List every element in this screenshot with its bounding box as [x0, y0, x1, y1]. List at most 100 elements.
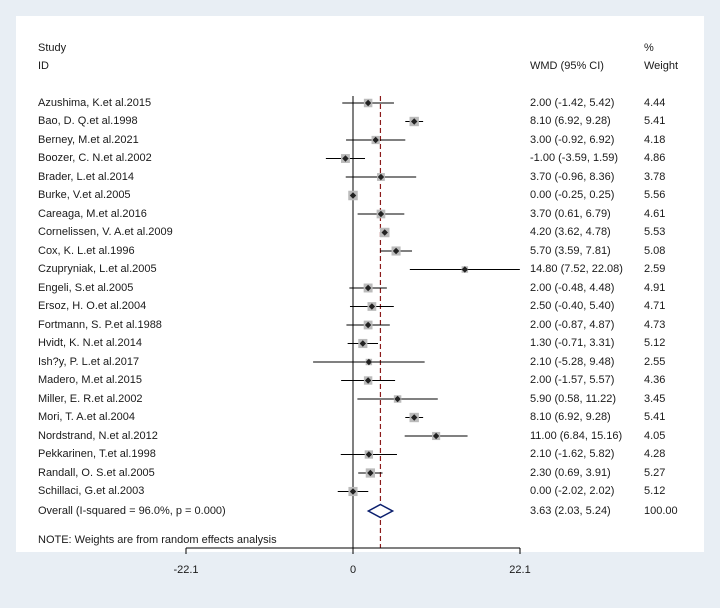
study-weight-text: 3.45 [644, 392, 666, 405]
study-ci-text: 0.00 (-0.25, 0.25) [530, 189, 615, 201]
study-label: Bao, D. Q.et al.1998 [38, 115, 138, 127]
study-point-estimate [367, 469, 374, 477]
study-weight-text: 5.12 [644, 485, 666, 497]
study-ci-text: 2.10 (-5.28, 9.48) [530, 355, 615, 368]
study-weight-text: 4.71 [644, 300, 666, 312]
study-point-estimate [381, 229, 388, 236]
study-point-estimate [411, 414, 418, 421]
study-point-estimate [364, 99, 372, 107]
study-weight-text: 4.73 [644, 318, 666, 331]
study-point-estimate [364, 284, 372, 292]
study-point-estimate [364, 377, 372, 384]
study-ci-text: 3.00 (-0.92, 6.92) [530, 133, 615, 146]
study-ci-text: 3.70 (-0.96, 8.36) [530, 170, 615, 183]
study-ci-text: 1.30 (-0.71, 3.31) [530, 337, 615, 349]
study-point-estimate [364, 321, 372, 329]
study-label: Madero, M.et al.2015 [38, 374, 142, 386]
study-point-estimate [359, 340, 367, 347]
study-label: Schillaci, G.et al.2003 [38, 485, 145, 497]
x-tick-label: 0 [349, 564, 357, 576]
header-weight: Weight [644, 60, 679, 72]
header-id: ID [38, 60, 49, 72]
study-weight-text: 2.59 [644, 263, 666, 275]
study-weight-text: 4.44 [644, 96, 666, 109]
study-point-estimate [411, 118, 418, 125]
study-point-estimate [372, 136, 379, 144]
study-ci-text: -1.00 (-3.59, 1.59) [530, 152, 619, 164]
header-study: Study [38, 42, 67, 54]
study-label: Engeli, S.et al.2005 [38, 281, 134, 294]
study-ci-text: 5.70 (3.59, 7.81) [530, 244, 611, 257]
study-weight-text: 3.78 [644, 170, 666, 183]
overall-label: Overall (I-squared = 96.0%, p = 0.000) [38, 504, 226, 517]
study-weight-text: 5.56 [644, 189, 666, 201]
x-tick-label: -22.1 [173, 564, 199, 576]
study-weight-text: 4.05 [644, 429, 666, 442]
study-ci-text: 0.00 (-2.02, 2.02) [530, 485, 615, 497]
study-label: Azushima, K.et al.2015 [38, 96, 152, 109]
plot-panel [16, 16, 704, 552]
study-weight-text: 2.55 [644, 355, 666, 368]
study-weight-text: 4.61 [644, 207, 666, 220]
study-point-estimate [368, 303, 376, 310]
study-point-estimate [342, 155, 349, 162]
study-point-estimate [377, 210, 385, 218]
study-weight-text: 5.41 [644, 115, 666, 127]
study-point-estimate [365, 358, 373, 366]
study-weight-text: 5.08 [644, 244, 666, 257]
study-label: Miller, E. R.et al.2002 [38, 392, 143, 405]
study-point-estimate [377, 173, 385, 181]
study-ci-text: 11.00 (6.84, 15.16) [530, 429, 623, 442]
study-ci-text: 14.80 (7.52, 22.08) [530, 263, 623, 275]
study-label: Berney, M.et al.2021 [38, 133, 139, 146]
study-label: Ish?y, P. L.et al.2017 [38, 355, 140, 368]
study-weight-text: 4.36 [644, 374, 666, 386]
study-weight-text: 4.18 [644, 133, 666, 146]
study-point-estimate [394, 395, 401, 403]
study-point-estimate [432, 432, 440, 440]
study-weight-text: 4.91 [644, 281, 666, 294]
study-label: Fortmann, S. P.et al.1988 [38, 318, 162, 331]
study-label: Brader, L.et al.2014 [38, 170, 135, 183]
study-weight-text: 5.27 [644, 466, 666, 479]
study-label: Pekkarinen, T.et al.1998 [38, 448, 156, 460]
x-tick-label: 22.1 [509, 564, 531, 576]
study-weight-text: 5.41 [644, 411, 666, 423]
study-weight-text: 4.28 [644, 448, 666, 460]
study-label: Randall, O. S.et al.2005 [38, 466, 155, 479]
study-label: Hvidt, K. N.et al.2014 [38, 337, 142, 349]
study-label: Burke, V.et al.2005 [38, 189, 131, 201]
study-label: Mori, T. A.et al.2004 [38, 411, 136, 423]
study-ci-text: 2.10 (-1.62, 5.82) [530, 448, 615, 460]
study-ci-text: 5.90 (0.58, 11.22) [530, 392, 617, 405]
study-ci-text: 2.00 (-0.87, 4.87) [530, 318, 615, 331]
study-ci-text: 2.00 (-1.57, 5.57) [530, 374, 615, 386]
study-point-estimate [365, 451, 373, 458]
study-label: Careaga, M.et al.2016 [38, 207, 147, 220]
study-ci-text: 2.00 (-0.48, 4.48) [530, 281, 615, 294]
footnote: NOTE: Weights are from random effects an… [38, 534, 277, 546]
overall-ci-text: 3.63 (2.03, 5.24) [530, 504, 611, 517]
study-label: Cornelissen, V. A.et al.2009 [38, 226, 173, 238]
study-weight-text: 5.12 [644, 337, 666, 349]
overall-diamond [366, 503, 395, 519]
overall-weight-text: 100.00 [644, 504, 678, 517]
study-ci-text: 2.50 (-0.40, 5.40) [530, 300, 615, 312]
study-point-estimate [461, 266, 469, 273]
study-label: Ersoz, H. O.et al.2004 [38, 300, 147, 312]
study-label: Cox, K. L.et al.1996 [38, 244, 135, 257]
study-point-estimate [349, 192, 357, 199]
study-label: Boozer, C. N.et al.2002 [38, 152, 152, 164]
study-point-estimate [392, 247, 400, 255]
study-ci-text: 2.30 (0.69, 3.91) [530, 466, 611, 479]
study-ci-text: 4.20 (3.62, 4.78) [530, 226, 611, 238]
study-weight-text: 5.53 [644, 226, 666, 238]
study-ci-text: 3.70 (0.61, 6.79) [530, 207, 611, 220]
study-ci-text: 8.10 (6.92, 9.28) [530, 115, 611, 127]
study-ci-text: 2.00 (-1.42, 5.42) [530, 96, 615, 109]
header-weight-symbol: % [644, 42, 654, 54]
study-label: Czupryniak, L.et al.2005 [38, 263, 157, 275]
study-weight-text: 4.86 [644, 152, 666, 164]
study-label: Nordstrand, N.et al.2012 [38, 429, 158, 442]
